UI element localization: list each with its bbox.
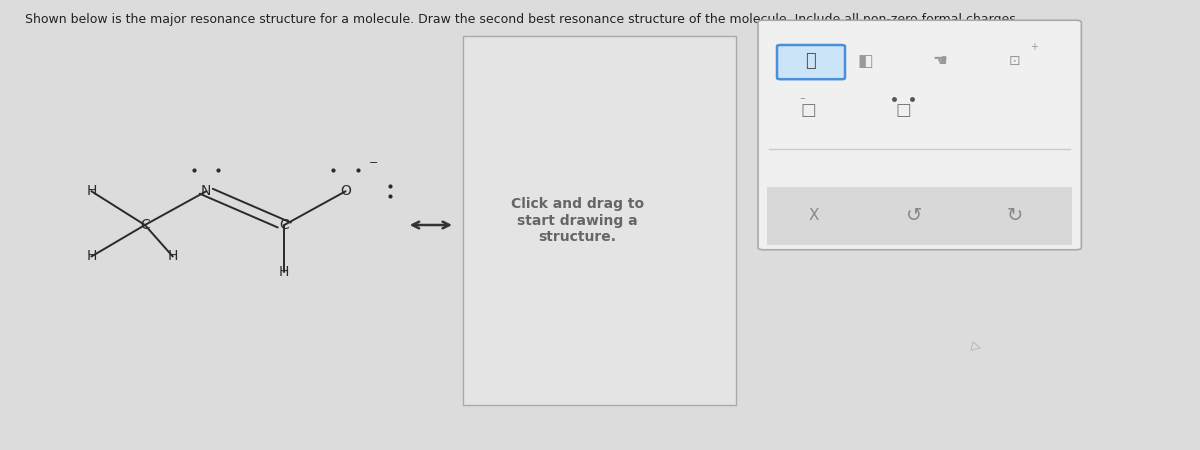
Text: N: N xyxy=(202,184,211,198)
Text: ⊡: ⊡ xyxy=(1009,54,1020,68)
FancyBboxPatch shape xyxy=(778,45,845,79)
Text: ☚: ☚ xyxy=(932,52,948,70)
Text: ↻: ↻ xyxy=(1007,207,1022,225)
Text: X: X xyxy=(809,208,820,224)
Text: H: H xyxy=(168,249,178,264)
Text: □: □ xyxy=(800,101,816,119)
Text: ◧: ◧ xyxy=(858,52,874,70)
Text: ↺: ↺ xyxy=(906,207,923,225)
Text: C: C xyxy=(280,218,289,232)
Text: □: □ xyxy=(895,101,911,119)
Bar xyxy=(463,36,736,405)
Text: Click and drag to
start drawing a
structure.: Click and drag to start drawing a struct… xyxy=(511,197,644,244)
Text: C: C xyxy=(140,218,150,232)
FancyBboxPatch shape xyxy=(758,20,1081,250)
Text: 🖊: 🖊 xyxy=(805,52,816,70)
Text: +: + xyxy=(1031,42,1038,52)
Text: O: O xyxy=(340,184,352,198)
Text: ▷: ▷ xyxy=(970,339,982,354)
Bar xyxy=(767,187,1073,245)
Text: ⁻: ⁻ xyxy=(799,96,805,106)
Text: H: H xyxy=(280,265,289,279)
Text: H: H xyxy=(86,184,97,198)
Text: Shown below is the major resonance structure for a molecule. Draw the second bes: Shown below is the major resonance struc… xyxy=(24,14,1019,27)
Text: H: H xyxy=(86,249,97,264)
Text: −: − xyxy=(368,158,378,168)
